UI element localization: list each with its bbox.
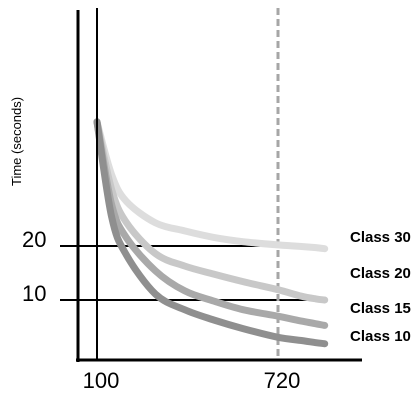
series-line-class-30 [93, 118, 329, 253]
series-line-class-15 [93, 118, 329, 329]
y-tick-label: 20 [22, 227, 46, 252]
y-axis-label: Time (seconds) [9, 97, 24, 186]
series-label-class-30: Class 30 [350, 229, 411, 246]
series-label-class-20: Class 20 [350, 265, 411, 282]
series-line-class-10 [93, 118, 329, 348]
series-group [93, 118, 329, 348]
x-tick-label: 720 [264, 368, 301, 393]
series-line-class-20 [93, 118, 329, 304]
x-tick-label: 100 [83, 368, 120, 393]
series-label-class-15: Class 15 [350, 300, 411, 317]
series-label-class-10: Class 10 [350, 328, 411, 345]
tick-labels: 100 720 20 10 [22, 227, 300, 393]
y-tick-label: 10 [22, 281, 46, 306]
series-labels: Class 30 Class 20 Class 15 Class 10 [350, 229, 411, 345]
